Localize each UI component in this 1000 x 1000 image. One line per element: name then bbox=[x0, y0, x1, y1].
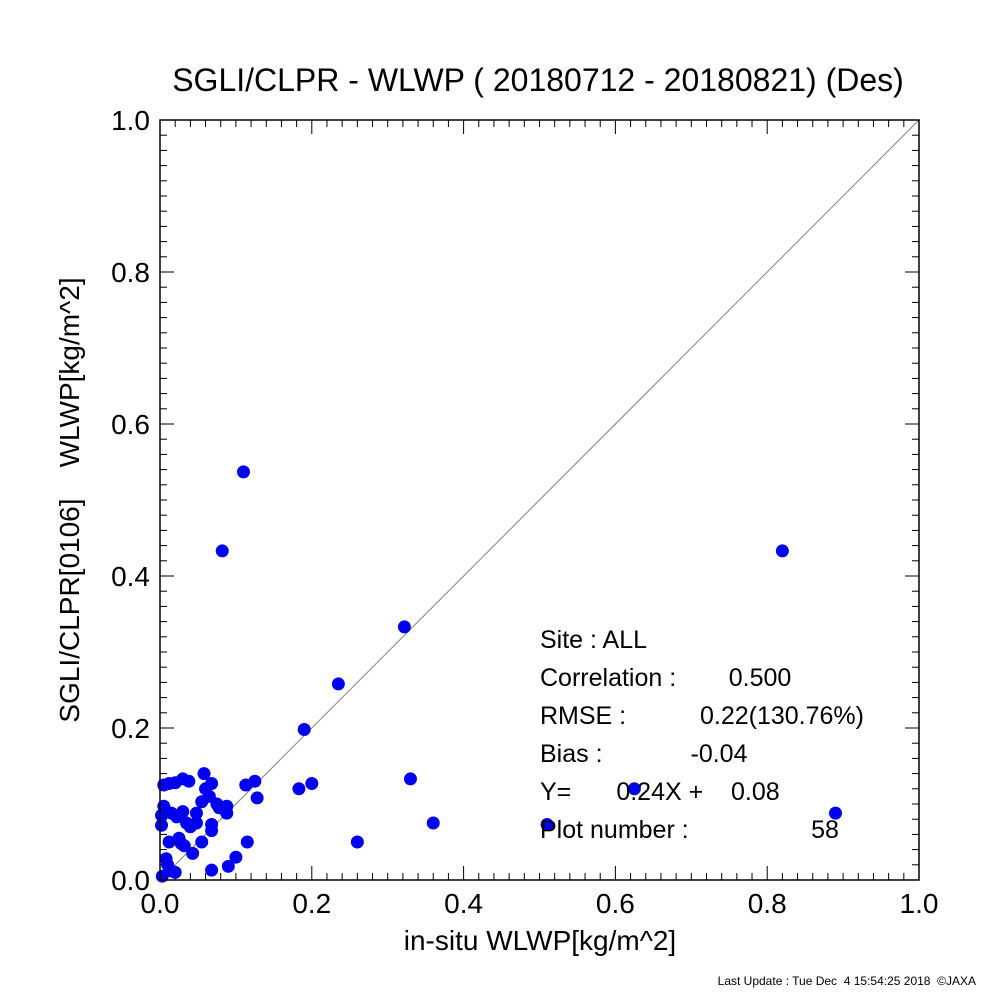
data-point bbox=[829, 806, 843, 820]
data-point bbox=[540, 818, 554, 832]
data-point bbox=[331, 677, 345, 691]
data-point bbox=[250, 791, 264, 805]
stat-value: 0.500 bbox=[729, 664, 792, 692]
y-tick-label: 0.4 bbox=[111, 561, 150, 592]
x-tick-label: 0.4 bbox=[444, 888, 483, 919]
stat-label: Y= bbox=[540, 778, 571, 806]
data-point bbox=[236, 465, 250, 479]
data-point bbox=[205, 824, 219, 838]
data-point bbox=[292, 782, 306, 796]
stat-label: Bias : bbox=[540, 740, 603, 768]
stats-box: Site : ALL Correlation : 0.500 RMSE : 0.22(1… bbox=[540, 626, 864, 844]
data-point bbox=[172, 831, 186, 845]
data-point bbox=[297, 723, 311, 737]
stat-value: 58 bbox=[811, 816, 839, 844]
data-point bbox=[212, 801, 226, 815]
stat-label: Correlation : bbox=[540, 664, 676, 692]
y-tick-label: 1.0 bbox=[111, 105, 150, 136]
data-point bbox=[221, 859, 235, 873]
data-point bbox=[168, 865, 182, 879]
data-point bbox=[186, 846, 200, 860]
data-point bbox=[350, 835, 364, 849]
data-point bbox=[189, 806, 203, 820]
data-point bbox=[239, 778, 253, 792]
x-tick-label: 0.2 bbox=[292, 888, 331, 919]
data-point bbox=[229, 850, 243, 864]
data-point bbox=[426, 816, 440, 830]
data-point bbox=[775, 544, 789, 558]
data-point bbox=[397, 620, 411, 634]
ticks-group bbox=[159, 119, 920, 881]
x-axis-label: in-situ WLWP[kg/m^2] bbox=[404, 925, 676, 956]
y-tick-label: 0.2 bbox=[111, 713, 150, 744]
x-tick-label: 0.6 bbox=[596, 888, 635, 919]
data-point bbox=[162, 835, 176, 849]
plot-frame bbox=[159, 119, 920, 881]
x-tick-label: 0.8 bbox=[748, 888, 787, 919]
stat-label: Plot number : bbox=[540, 816, 689, 844]
tick-labels-group: 0.0 0.2 0.4 0.6 0.8 1.0 0.0 0.2 0.4 0.6 0.8 1.0 bbox=[111, 105, 938, 919]
data-point bbox=[183, 820, 197, 834]
data-point bbox=[155, 818, 169, 832]
chart-title: SGLI/CLPR - WLWP ( 20180712 - 20180821) … bbox=[172, 62, 904, 98]
reference-line bbox=[159, 119, 920, 881]
data-point bbox=[155, 808, 169, 822]
data-point bbox=[403, 772, 417, 786]
data-point bbox=[215, 544, 229, 558]
x-tick-label: 1.0 bbox=[900, 888, 939, 919]
data-point bbox=[197, 767, 211, 781]
y-axis-label-group: SGLI/CLPR[0106] WLWP[kg/m^2] bbox=[54, 277, 85, 722]
stat-label: RMSE : bbox=[540, 702, 626, 730]
y-tick-label: 0.6 bbox=[111, 409, 150, 440]
footer-last-update: Last Update : Tue Dec 4 15:54:25 2018 ©J… bbox=[718, 974, 976, 988]
stat-value: -0.04 bbox=[691, 740, 748, 768]
points-group bbox=[155, 465, 843, 883]
stat-value: 0.24X + 0.08 bbox=[616, 778, 779, 806]
data-point bbox=[195, 835, 209, 849]
data-point bbox=[240, 835, 254, 849]
x-tick-label: 0.0 bbox=[141, 888, 180, 919]
y-axis-label: SGLI/CLPR[0106] WLWP[kg/m^2] bbox=[54, 277, 85, 722]
data-point bbox=[305, 776, 319, 790]
data-point bbox=[627, 782, 641, 796]
y-tick-label: 0.0 bbox=[111, 865, 150, 896]
data-point bbox=[182, 774, 196, 788]
stat-label: Site : ALL bbox=[540, 626, 647, 654]
data-point bbox=[205, 863, 219, 877]
data-point bbox=[176, 805, 190, 819]
y-tick-label: 0.8 bbox=[111, 257, 150, 288]
stat-value: 0.22(130.76%) bbox=[700, 702, 864, 730]
